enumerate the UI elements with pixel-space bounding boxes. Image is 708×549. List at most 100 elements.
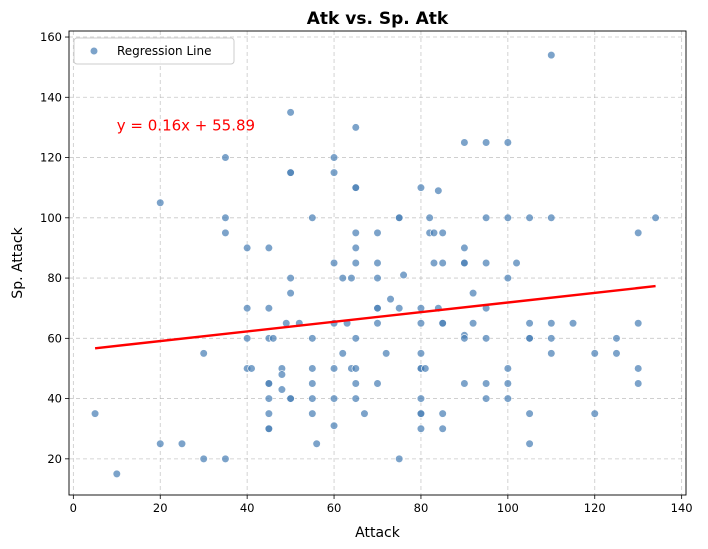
regression-line [94, 284, 656, 350]
data-point [438, 424, 447, 433]
data-point [547, 213, 556, 222]
data-point [347, 273, 356, 283]
data-point [360, 409, 369, 418]
x-tick-label: 60 [327, 501, 342, 515]
data-point [634, 379, 643, 388]
data-point [329, 153, 339, 162]
data-point [460, 379, 469, 388]
data-point [329, 421, 339, 430]
data-point [243, 243, 252, 253]
data-point [525, 439, 534, 448]
data-point [373, 379, 382, 388]
data-point [503, 394, 512, 403]
data-point [156, 198, 165, 207]
x-tick-label: 0 [70, 501, 77, 515]
data-point [482, 138, 491, 147]
data-point [286, 168, 295, 177]
legend-box [73, 37, 235, 65]
data-point [221, 454, 230, 463]
data-point [308, 394, 317, 403]
data-point [634, 228, 643, 237]
data-point [373, 319, 382, 328]
data-point [568, 319, 578, 328]
chart-title: Atk vs. Sp. Atk [307, 9, 449, 29]
data-point [286, 394, 295, 403]
data-point [351, 394, 360, 403]
data-point [651, 213, 660, 222]
data-point [416, 319, 426, 328]
data-point [512, 258, 521, 268]
x-tick-label: 120 [584, 501, 606, 515]
data-point [438, 258, 447, 268]
legend-marker [89, 46, 99, 56]
data-point [156, 439, 165, 448]
data-point [547, 319, 556, 328]
data-point [177, 439, 187, 448]
data-point [351, 243, 360, 253]
data-point [264, 379, 273, 388]
data-point [416, 183, 426, 192]
data-point [221, 228, 230, 237]
data-point [264, 304, 273, 313]
legend-label: Regression Line [117, 44, 211, 58]
x-axis-label: Attack [355, 525, 401, 541]
data-point [286, 289, 295, 298]
data-point [329, 394, 339, 403]
data-point [460, 258, 469, 268]
data-point [482, 334, 491, 343]
data-point [416, 394, 426, 403]
data-point [373, 273, 382, 283]
data-point [264, 409, 273, 418]
data-point [199, 349, 208, 358]
data-point [395, 304, 404, 313]
data-point [525, 213, 534, 222]
data-point [503, 364, 512, 373]
data-point [373, 258, 382, 268]
y-tick-label: 60 [47, 331, 62, 345]
data-point [351, 228, 360, 237]
data-point [460, 243, 469, 253]
data-point [416, 409, 426, 418]
data-point [434, 186, 443, 195]
y-axis-label: Sp. Attack [10, 226, 26, 298]
data-point [525, 334, 534, 343]
data-point [482, 394, 491, 403]
data-point [308, 334, 317, 343]
data-point [90, 409, 100, 418]
x-tick-label: 40 [240, 501, 255, 515]
data-point [547, 51, 556, 60]
data-point [264, 394, 273, 403]
data-point [590, 349, 599, 358]
data-point [286, 273, 295, 283]
data-point [382, 349, 391, 358]
data-point [482, 379, 491, 388]
data-point [438, 228, 447, 237]
data-point [503, 138, 512, 147]
y-tick-label: 100 [40, 211, 62, 225]
data-point [503, 213, 512, 222]
data-point [269, 334, 278, 343]
data-point [373, 304, 382, 313]
data-point [308, 379, 317, 388]
data-point [112, 469, 121, 479]
data-point [329, 364, 339, 373]
data-point [460, 334, 469, 343]
data-point [395, 454, 404, 463]
data-point [547, 334, 556, 343]
data-point [221, 213, 230, 222]
regression-layer [94, 284, 656, 350]
plot-area-frame [68, 30, 687, 496]
data-point [312, 439, 321, 448]
data-point [425, 213, 434, 222]
y-tick-label: 140 [40, 90, 62, 104]
data-point [634, 319, 643, 328]
data-point [438, 319, 447, 328]
data-point [438, 409, 447, 418]
y-tick-label: 80 [47, 271, 62, 285]
data-point [482, 258, 491, 268]
data-point [416, 349, 426, 358]
data-point [338, 349, 347, 358]
data-point [590, 409, 599, 418]
